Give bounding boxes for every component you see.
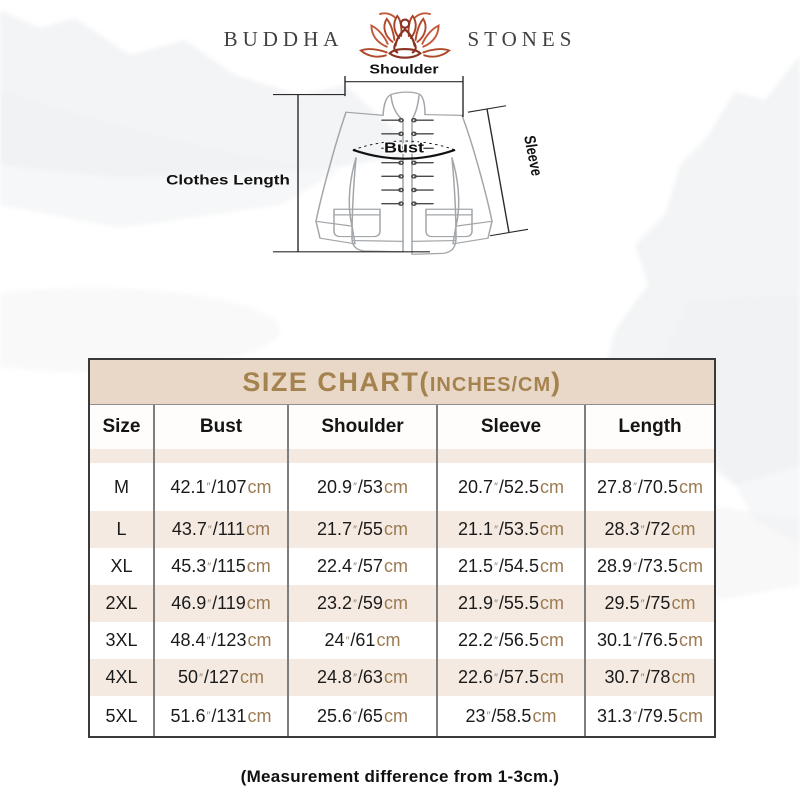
bust-cell: 43.7 ″/111 cm: [153, 511, 287, 548]
size-cell: M: [114, 476, 129, 497]
length-cell: 30.1 ″/76.5 cm: [584, 622, 714, 659]
shoulder-cell: 21.7 ″/55 cm: [287, 511, 436, 548]
title-main: SIZE CHART(: [242, 367, 430, 397]
clothes-length-label: Clothes Length: [166, 173, 290, 188]
sleeve-cell: 21.5 ″/54.5 cm: [436, 548, 584, 585]
sleeve-cell: 21.1 ″/53.5 cm: [436, 511, 584, 548]
length-cell: 27.8 ″/70.5 cm: [584, 463, 714, 511]
size-cell: L: [116, 519, 127, 539]
length-cell: 28.9 ″/73.5 cm: [584, 548, 714, 585]
title-units: INCHES/CM: [429, 374, 552, 396]
column-header-size: Size: [102, 416, 141, 437]
table-body: M 42.1 ″/107 cm 20.9 ″/53 cm 20.7 ″/52.5 cm 27…: [90, 463, 714, 736]
sleeve-cell: 21.9 ″/55.5 cm: [436, 585, 584, 622]
bust-cell: 51.6 ″/131 cm: [153, 696, 287, 736]
size-cell: XL: [110, 556, 133, 576]
size-chart-title: SIZE CHART(INCHES/CM): [90, 360, 714, 405]
measurement-lines: [273, 76, 529, 253]
column-header-bust: Bust: [153, 405, 287, 449]
shoulder-cell: 23.2 ″/59 cm: [287, 585, 436, 622]
size-cell: 5XL: [105, 705, 138, 726]
sleeve-cell: 23 ″/58.5 cm: [436, 696, 584, 736]
sleeve-label: Sleeve: [520, 135, 545, 177]
table-row: XL 45.3 ″/115 cm 22.4 ″/57 cm 21.5 ″/54.5 cm 2…: [90, 548, 714, 585]
bust-cell: 46.9 ″/119 cm: [153, 585, 287, 622]
table-row: 2XL 46.9 ″/119 cm 23.2 ″/59 cm 21.9 ″/55.5 cm …: [90, 585, 714, 622]
brand-word-right: STONES: [467, 26, 577, 51]
size-chart-table: SIZE CHART(INCHES/CM) Size Bust Shoulder…: [88, 358, 716, 738]
spacer-row: [90, 449, 714, 463]
column-header-shoulder: Shoulder: [287, 405, 436, 449]
table-row: 3XL 48.4 ″/123 cm 24 ″/61 cm 22.2 ″/56.5 cm 30…: [90, 622, 714, 659]
table-row: M 42.1 ″/107 cm 20.9 ″/53 cm 20.7 ″/52.5 cm 27…: [90, 463, 714, 511]
column-header-row: Size Bust Shoulder Sleeve Length: [90, 405, 714, 449]
jacket-illustration: [315, 91, 493, 255]
bust-cell: 48.4 ″/123 cm: [153, 622, 287, 659]
bust-line: [352, 148, 456, 160]
brand-word-left: BUDDHA: [223, 26, 344, 51]
bust-cell: 50 ″/127 cm: [153, 659, 287, 696]
length-cell: 29.5 ″/75 cm: [584, 585, 714, 622]
size-cell: 2XL: [105, 593, 138, 613]
size-cell: 3XL: [105, 630, 138, 650]
length-cell: 31.3 ″/79.5 cm: [584, 696, 714, 736]
title-close: ): [551, 367, 562, 397]
shoulder-label: Shoulder: [369, 63, 439, 77]
shoulder-cell: 25.6 ″/65 cm: [287, 696, 436, 736]
bust-cell: 45.3 ″/115 cm: [153, 548, 287, 585]
sleeve-cell: 22.6 ″/57.5 cm: [436, 659, 584, 696]
shoulder-cell: 20.9 ″/53 cm: [287, 463, 436, 511]
column-header-length: Length: [584, 405, 714, 449]
lotus-meditation-icon: [359, 12, 452, 59]
brand-logo: BUDDHA: [0, 10, 800, 68]
shoulder-cell: 24 ″/61 cm: [287, 622, 436, 659]
length-cell: 30.7 ″/78 cm: [584, 659, 714, 696]
shoulder-cell: 22.4 ″/57 cm: [287, 548, 436, 585]
garment-measurement-diagram: Shoulder Clothes Length Bust Sleeve: [166, 63, 545, 255]
table-row: 5XL 51.6 ″/131 cm 25.6 ″/65 cm 23 ″/58.5 cm 31…: [90, 696, 714, 736]
bust-cell: 42.1 ″/107 cm: [153, 463, 287, 511]
measurement-note: (Measurement difference from 1-3cm.): [240, 767, 560, 786]
sleeve-cell: 20.7 ″/52.5 cm: [436, 463, 584, 511]
size-cell: 4XL: [105, 667, 138, 687]
table-row: L 43.7 ″/111 cm 21.7 ″/55 cm 21.1 ″/53.5 cm 28…: [90, 511, 714, 548]
sleeve-cell: 22.2 ″/56.5 cm: [436, 622, 584, 659]
frog-buttons: [381, 117, 434, 206]
table-row: 4XL 50 ″/127 cm 24.8 ″/63 cm 22.6 ″/57.5 cm 30…: [90, 659, 714, 696]
shoulder-cell: 24.8 ″/63 cm: [287, 659, 436, 696]
length-cell: 28.3 ″/72 cm: [584, 511, 714, 548]
bust-label: Bust: [384, 140, 425, 156]
column-header-sleeve: Sleeve: [436, 405, 584, 449]
